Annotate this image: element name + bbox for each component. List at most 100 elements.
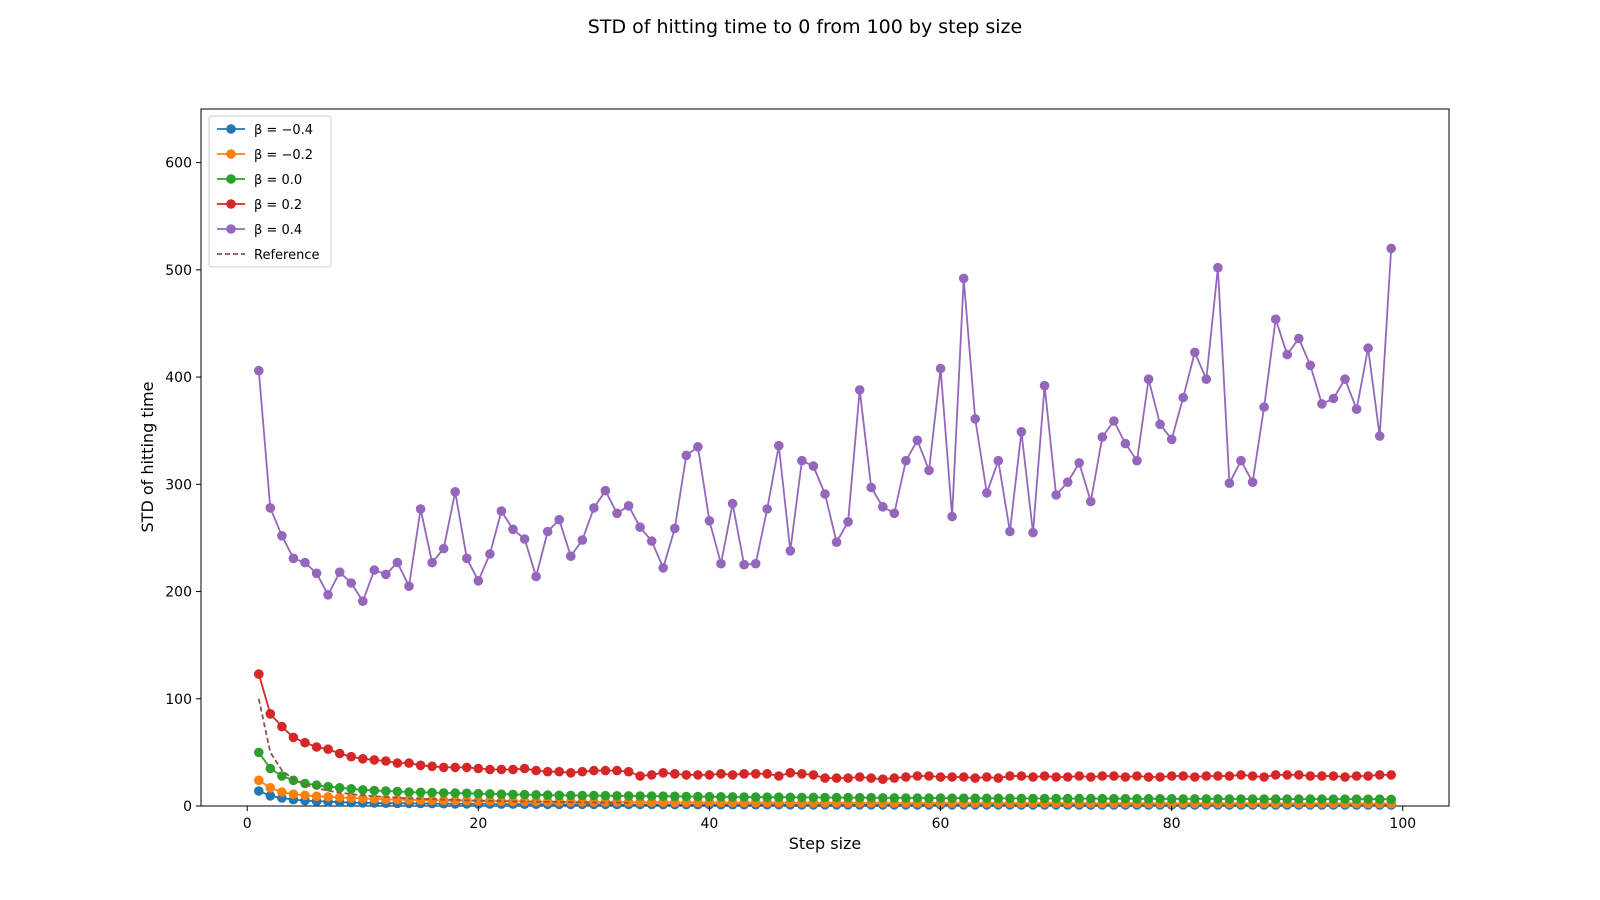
data-point	[577, 766, 588, 777]
data-point	[415, 760, 426, 771]
data-point	[1190, 347, 1200, 358]
data-point	[797, 455, 807, 466]
data-point	[808, 770, 819, 780]
legend-item: β = 0.4	[217, 223, 302, 238]
data-point	[311, 742, 322, 752]
data-point	[1224, 794, 1235, 804]
data-point	[878, 502, 888, 512]
data-point	[253, 669, 264, 679]
data-point	[566, 790, 576, 801]
data-point	[1062, 477, 1073, 488]
data-point	[658, 768, 668, 778]
data-point	[854, 792, 865, 803]
data-point	[323, 590, 333, 600]
data-point	[369, 785, 380, 796]
data-point	[1016, 427, 1027, 437]
y-axis-label: STD of hitting time	[138, 382, 157, 533]
data-point	[450, 762, 461, 773]
data-point	[1086, 793, 1096, 804]
data-point	[1328, 771, 1339, 781]
data-point	[415, 787, 426, 798]
data-point	[1109, 416, 1119, 426]
data-point	[508, 524, 518, 535]
data-point	[404, 758, 414, 768]
legend-label: β = −0.4	[254, 123, 313, 138]
data-point	[1155, 794, 1165, 804]
data-point	[1201, 794, 1212, 804]
data-point	[265, 763, 276, 774]
data-point	[358, 596, 368, 606]
data-point	[589, 790, 599, 801]
data-point	[993, 793, 1004, 804]
data-point	[739, 559, 749, 570]
data-point	[462, 762, 472, 773]
data-point	[404, 795, 414, 805]
data-point	[612, 508, 622, 519]
legend-label: β = −0.2	[254, 148, 313, 163]
data-point	[1317, 794, 1327, 804]
data-point	[1351, 771, 1362, 781]
data-point	[346, 751, 357, 762]
x-tick-label: 20	[469, 816, 487, 832]
data-point	[1097, 793, 1108, 804]
data-point	[1016, 771, 1027, 781]
data-point	[762, 504, 772, 514]
data-point	[323, 744, 333, 754]
data-point	[1374, 794, 1385, 804]
data-point	[265, 791, 276, 801]
data-point	[265, 709, 276, 719]
legend-swatch-marker	[226, 124, 236, 134]
data-point	[1166, 771, 1177, 781]
data-point	[635, 522, 645, 532]
data-point	[496, 796, 507, 806]
data-point	[1201, 771, 1212, 781]
data-point	[727, 498, 738, 509]
data-point	[334, 783, 345, 793]
legend-box	[208, 115, 332, 268]
data-point	[323, 792, 333, 802]
data-point	[519, 534, 530, 544]
data-point	[288, 775, 299, 786]
data-point	[716, 558, 726, 569]
data-point	[1143, 772, 1154, 782]
data-point	[704, 791, 715, 802]
data-point	[334, 792, 345, 803]
data-point	[1178, 771, 1188, 781]
data-point	[531, 765, 541, 776]
legend-label: β = 0.0	[254, 173, 302, 188]
data-point	[358, 754, 368, 764]
data-point	[670, 769, 680, 779]
data-point	[519, 789, 530, 800]
data-point	[1178, 392, 1188, 403]
data-point	[1201, 374, 1212, 385]
y-tick-label: 400	[165, 370, 192, 386]
data-point	[496, 506, 507, 516]
data-point	[1132, 794, 1142, 804]
data-point	[473, 788, 484, 799]
data-point	[670, 791, 680, 802]
data-point	[1282, 349, 1292, 360]
data-point	[1051, 793, 1061, 804]
data-point	[958, 772, 969, 782]
data-point	[1282, 794, 1292, 804]
x-tick-label: 80	[1163, 816, 1181, 832]
data-point	[1270, 314, 1281, 325]
data-point	[912, 793, 923, 803]
y-tick-label: 100	[165, 692, 192, 708]
data-point	[277, 771, 287, 781]
data-point	[797, 769, 807, 779]
data-point	[1213, 794, 1223, 804]
data-point	[820, 773, 830, 783]
data-point	[485, 549, 495, 559]
data-point	[1386, 770, 1396, 780]
data-point	[1294, 333, 1304, 344]
data-point	[450, 788, 461, 798]
data-point	[600, 485, 611, 496]
data-point	[300, 557, 310, 568]
data-point	[693, 770, 703, 780]
data-point	[993, 773, 1004, 783]
data-point	[253, 775, 264, 786]
data-point	[612, 791, 622, 801]
data-point	[1062, 793, 1073, 804]
data-point	[600, 790, 611, 801]
